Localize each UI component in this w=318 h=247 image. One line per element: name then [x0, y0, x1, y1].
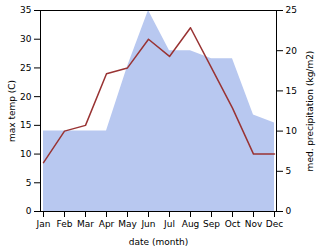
svg-text:15: 15: [286, 86, 297, 96]
svg-text:5: 5: [26, 178, 32, 188]
svg-text:25: 25: [286, 5, 297, 15]
svg-text:30: 30: [20, 34, 32, 44]
svg-text:0: 0: [286, 206, 292, 216]
svg-text:Nov: Nov: [245, 219, 263, 229]
svg-text:Jan: Jan: [36, 219, 51, 229]
svg-text:25: 25: [20, 63, 31, 73]
svg-text:5: 5: [286, 166, 292, 176]
svg-text:med. precipitation (kg/m2): med. precipitation (kg/m2): [305, 51, 315, 172]
svg-text:Mar: Mar: [77, 219, 94, 229]
svg-text:Jul: Jul: [163, 219, 175, 229]
svg-text:max temp (C): max temp (C): [7, 80, 17, 142]
svg-text:Apr: Apr: [99, 219, 115, 229]
svg-text:Sep: Sep: [203, 219, 220, 229]
svg-text:date (month): date (month): [129, 237, 188, 247]
svg-text:10: 10: [286, 126, 298, 136]
svg-text:20: 20: [20, 92, 32, 102]
svg-text:35: 35: [20, 5, 31, 15]
svg-text:Aug: Aug: [182, 219, 200, 229]
svg-text:15: 15: [20, 120, 31, 130]
svg-text:Oct: Oct: [225, 219, 241, 229]
svg-text:10: 10: [20, 149, 32, 159]
svg-text:May: May: [118, 219, 137, 229]
svg-text:Feb: Feb: [57, 219, 73, 229]
svg-text:Jun: Jun: [140, 219, 155, 229]
svg-text:Dec: Dec: [266, 219, 283, 229]
svg-text:0: 0: [26, 206, 32, 216]
svg-text:20: 20: [286, 46, 298, 56]
